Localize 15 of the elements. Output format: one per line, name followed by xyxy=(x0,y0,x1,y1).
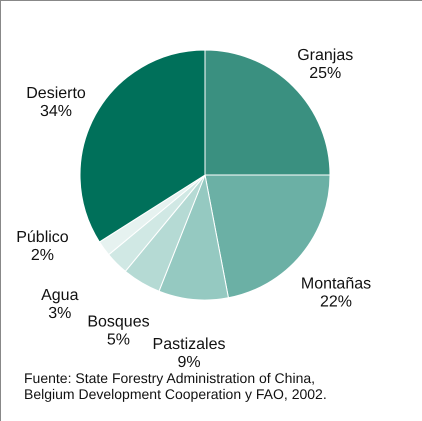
slice-label: Granjas xyxy=(297,46,354,64)
data-label: 5% xyxy=(106,331,130,348)
data-label: 3% xyxy=(48,305,72,322)
slice-label: Bosques xyxy=(87,313,150,330)
data-label: 34% xyxy=(40,103,72,120)
slice-label: Público xyxy=(16,229,69,246)
data-label: 2% xyxy=(30,247,54,264)
slice-label: Agua xyxy=(41,287,79,304)
data-label: 22% xyxy=(320,293,352,310)
slice-label: Desierto xyxy=(26,85,86,102)
source-note: Fuente: State Forestry Administration of China, Belgium Development Cooperation y FAO, 2002. xyxy=(24,370,327,402)
data-label: 25% xyxy=(309,64,342,82)
slice-label: Pastizales xyxy=(152,336,226,354)
data-label: 9% xyxy=(177,354,201,372)
slice-label: Montañas xyxy=(300,275,372,292)
